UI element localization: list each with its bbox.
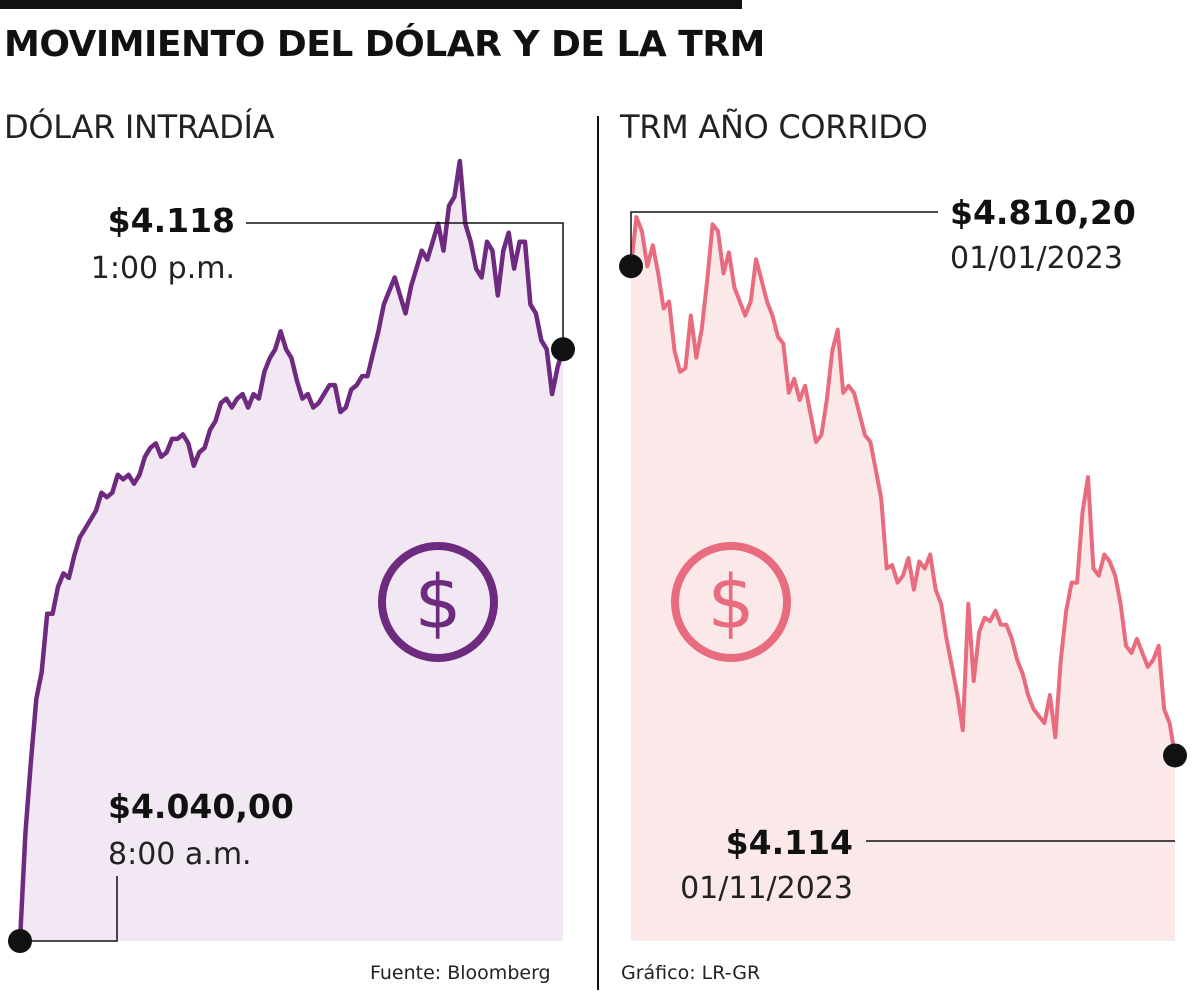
right-start-leader-line — [630, 211, 938, 267]
right-start-value-label: $4.810,20 — [950, 193, 1136, 232]
right-start-date-label: 01/01/2023 — [950, 241, 1123, 276]
dollar-symbol: $ — [414, 560, 461, 646]
left-start-time-label: 8:00 a.m. — [108, 837, 252, 872]
right-series-line — [629, 215, 1177, 758]
left-series-area — [20, 161, 563, 941]
right-end-marker — [1163, 743, 1187, 768]
left-start-value-label: $4.040,00 — [108, 787, 294, 826]
dollar-circle-icon: $ — [671, 542, 791, 662]
left-end-value-label: $4.118 — [108, 201, 235, 240]
panel-divider — [597, 116, 599, 990]
right-chart: $4.810,20 01/01/2023 $4.114 01/11/2023 $ — [619, 193, 1187, 942]
dollar-circle-icon: $ — [378, 542, 498, 662]
left-start-leader-line — [20, 876, 118, 942]
right-end-date-label: 01/11/2023 — [680, 871, 853, 906]
right-start-marker — [619, 254, 643, 279]
right-series-area — [631, 217, 1175, 942]
right-end-value-label: $4.114 — [726, 823, 853, 862]
right-chart-title: TRM AÑO CORRIDO — [620, 108, 928, 146]
dollar-symbol: $ — [707, 560, 754, 646]
top-rule — [0, 0, 742, 9]
left-end-leader-line — [246, 222, 564, 350]
source-credit: Fuente: Bloomberg — [370, 962, 551, 984]
left-chart: $4.118 1:00 p.m. $4.040,00 8:00 a.m. $ — [8, 158, 575, 953]
left-end-time-label: 1:00 p.m. — [91, 251, 235, 286]
left-chart-title: DÓLAR INTRADÍA — [4, 108, 275, 146]
graphic-credit: Gráfico: LR-GR — [621, 962, 761, 984]
left-start-marker — [8, 929, 32, 953]
left-series-line — [17, 158, 566, 944]
page-title: MOVIMIENTO DEL DÓLAR Y DE LA TRM — [4, 24, 765, 65]
left-end-marker — [551, 337, 575, 362]
